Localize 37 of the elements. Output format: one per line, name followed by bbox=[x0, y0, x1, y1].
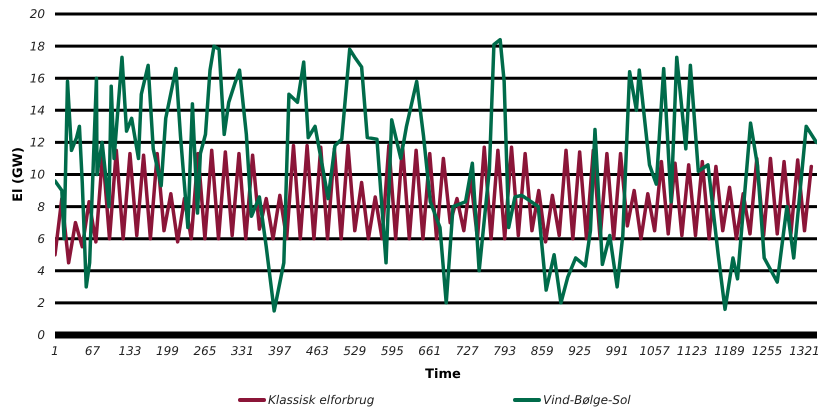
x-tick-label: 463 bbox=[306, 344, 329, 358]
x-tick-label: 1057 bbox=[639, 344, 670, 358]
x-tick-label: 595 bbox=[380, 344, 404, 358]
y-axis-title: El (GW) bbox=[11, 147, 26, 202]
x-tick-label: 661 bbox=[418, 344, 442, 358]
x-tick-label: 727 bbox=[456, 344, 480, 358]
x-tick-label: 925 bbox=[568, 344, 592, 358]
x-tick-label: 859 bbox=[530, 344, 554, 358]
y-tick-label: 10 bbox=[30, 168, 46, 182]
x-tick-label: 199 bbox=[156, 344, 179, 358]
y-tick-label: 12 bbox=[30, 136, 45, 150]
y-tick-label: 2 bbox=[37, 296, 45, 310]
x-axis-title: Time bbox=[425, 367, 462, 382]
y-tick-label: 20 bbox=[30, 7, 46, 22]
x-tick-label: 1255 bbox=[752, 344, 782, 358]
x-tick-label: 1321 bbox=[789, 344, 820, 358]
x-tick-label: 1189 bbox=[714, 344, 745, 358]
y-tick-label: 6 bbox=[37, 232, 46, 246]
y-tick-label: 16 bbox=[30, 71, 46, 86]
legend-label: Klassisk elforbrug bbox=[268, 393, 375, 407]
x-tick-label: 991 bbox=[606, 344, 629, 358]
x-tick-label: 331 bbox=[230, 344, 254, 358]
legend-label: Vind-Bølge-Sol bbox=[543, 393, 632, 407]
x-tick-label: 529 bbox=[343, 344, 366, 358]
y-tick-label: 18 bbox=[30, 39, 46, 54]
y-tick-label: 14 bbox=[30, 104, 45, 118]
x-tick-label: 265 bbox=[193, 344, 216, 358]
y-tick-label: 8 bbox=[37, 200, 46, 214]
x-tick-label: 397 bbox=[268, 344, 292, 358]
x-tick-label: 793 bbox=[493, 344, 516, 358]
y-tick-label: 4 bbox=[37, 264, 45, 278]
x-tick-label: 133 bbox=[118, 344, 142, 358]
x-tick-label: 67 bbox=[84, 344, 100, 358]
y-tick-label: 0 bbox=[37, 328, 46, 342]
x-tick-label: 1 bbox=[51, 344, 59, 358]
x-tick-label: 1123 bbox=[676, 344, 708, 358]
line-series bbox=[55, 38, 817, 313]
